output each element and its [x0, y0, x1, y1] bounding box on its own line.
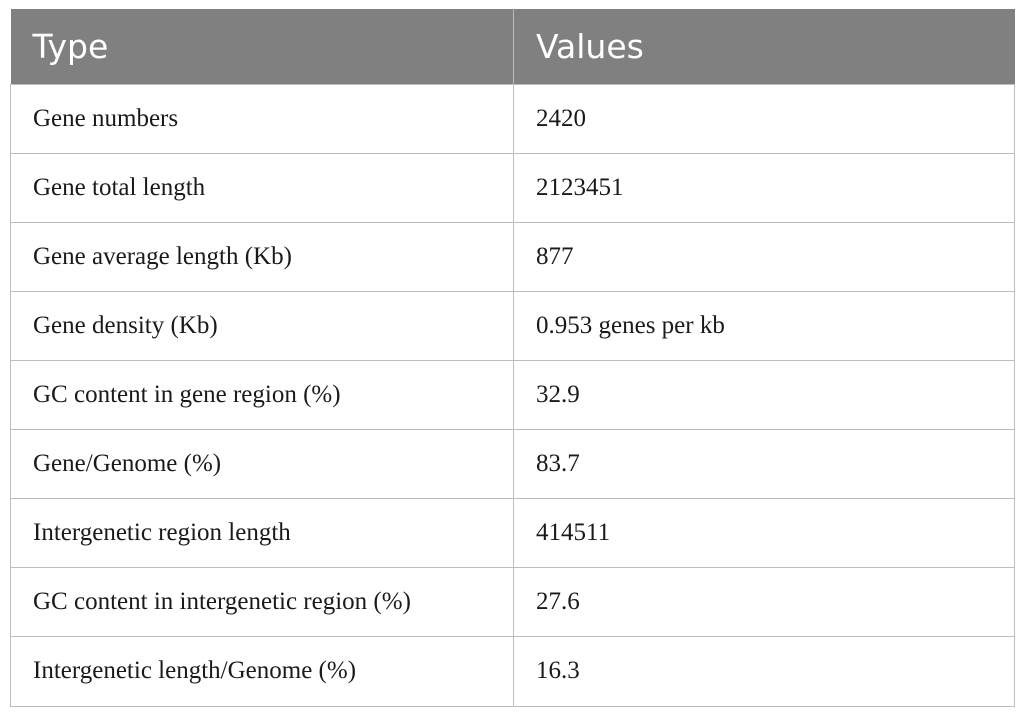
column-header-values: Values: [513, 9, 1015, 84]
type-cell: GC content in gene region (%): [10, 359, 514, 430]
table-row: Gene average length (Kb) 877: [10, 221, 1015, 292]
value-cell: 0.953 genes per kb: [513, 290, 1015, 361]
value-cell: 27.6: [513, 566, 1015, 637]
gene-statistics-table: Type Values Gene numbers 2420 Gene total…: [10, 9, 1015, 707]
value-cell: 877: [513, 221, 1015, 292]
type-cell: GC content in intergenetic region (%): [10, 566, 514, 637]
table-row: Intergenetic length/Genome (%) 16.3: [10, 635, 1015, 707]
table-row: Gene total length 2123451: [10, 152, 1015, 223]
value-cell: 2420: [513, 83, 1015, 154]
type-cell: Gene total length: [10, 152, 514, 223]
column-header-type: Type: [10, 9, 514, 84]
value-cell: 32.9: [513, 359, 1015, 430]
table-row: Gene density (Kb) 0.953 genes per kb: [10, 290, 1015, 361]
type-cell: Intergenetic length/Genome (%): [10, 635, 514, 707]
header-row: Type Values: [10, 9, 1015, 84]
table-row: GC content in gene region (%) 32.9: [10, 359, 1015, 430]
type-cell: Gene density (Kb): [10, 290, 514, 361]
table-body: Gene numbers 2420 Gene total length 2123…: [10, 83, 1015, 707]
data-table-container: Type Values Gene numbers 2420 Gene total…: [10, 9, 1015, 707]
type-cell: Gene numbers: [10, 83, 514, 154]
value-cell: 2123451: [513, 152, 1015, 223]
table-row: Gene numbers 2420: [10, 83, 1015, 154]
type-cell: Intergenetic region length: [10, 497, 514, 568]
value-cell: 16.3: [513, 635, 1015, 707]
table-row: Gene/Genome (%) 83.7: [10, 428, 1015, 499]
type-cell: Gene average length (Kb): [10, 221, 514, 292]
type-cell: Gene/Genome (%): [10, 428, 514, 499]
value-cell: 83.7: [513, 428, 1015, 499]
value-cell: 414511: [513, 497, 1015, 568]
table-row: Intergenetic region length 414511: [10, 497, 1015, 568]
table-row: GC content in intergenetic region (%) 27…: [10, 566, 1015, 637]
table-header: Type Values: [10, 9, 1015, 84]
